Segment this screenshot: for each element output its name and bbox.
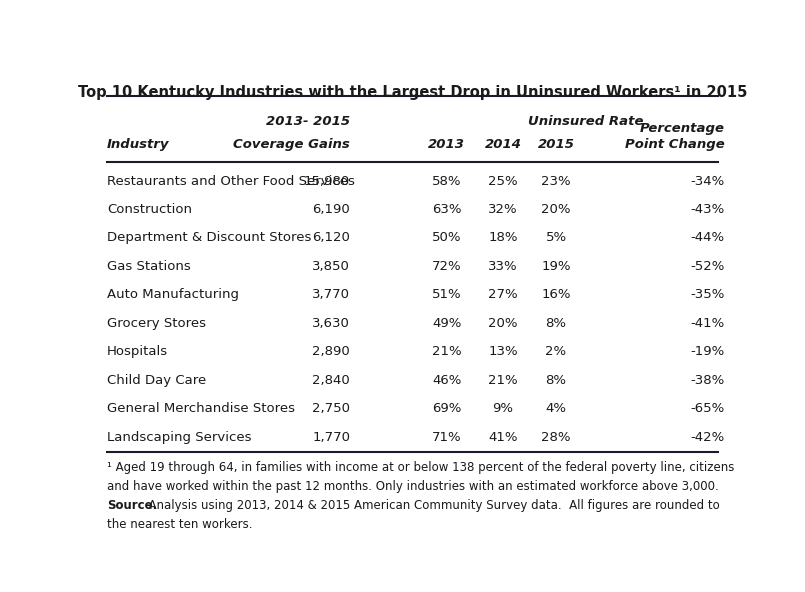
Text: 13%: 13% bbox=[488, 346, 518, 358]
Text: 20%: 20% bbox=[489, 317, 518, 330]
Text: 51%: 51% bbox=[432, 288, 462, 301]
Text: Industry: Industry bbox=[107, 138, 169, 151]
Text: Auto Manufacturing: Auto Manufacturing bbox=[107, 288, 239, 301]
Text: Coverage Gains: Coverage Gains bbox=[233, 138, 350, 151]
Text: 2,890: 2,890 bbox=[312, 346, 350, 358]
Text: 33%: 33% bbox=[488, 260, 518, 273]
Text: 2014: 2014 bbox=[485, 138, 522, 151]
Text: 16%: 16% bbox=[541, 288, 571, 301]
Text: 2013: 2013 bbox=[428, 138, 465, 151]
Text: 6,190: 6,190 bbox=[312, 203, 350, 216]
Text: -34%: -34% bbox=[690, 175, 724, 188]
Text: Grocery Stores: Grocery Stores bbox=[107, 317, 206, 330]
Text: 41%: 41% bbox=[489, 431, 518, 444]
Text: 3,850: 3,850 bbox=[312, 260, 350, 273]
Text: Landscaping Services: Landscaping Services bbox=[107, 431, 251, 444]
Text: 1,770: 1,770 bbox=[312, 431, 350, 444]
Text: -52%: -52% bbox=[690, 260, 724, 273]
Text: 19%: 19% bbox=[541, 260, 571, 273]
Text: and have worked within the past 12 months. Only industries with an estimated wor: and have worked within the past 12 month… bbox=[107, 480, 719, 493]
Text: Uninsured Rate: Uninsured Rate bbox=[528, 115, 643, 128]
Text: 2,750: 2,750 bbox=[312, 403, 350, 416]
Text: Hospitals: Hospitals bbox=[107, 346, 168, 358]
Text: the nearest ten workers.: the nearest ten workers. bbox=[107, 518, 252, 531]
Text: Percentage
Point Change: Percentage Point Change bbox=[625, 122, 724, 151]
Text: 2013- 2015: 2013- 2015 bbox=[266, 115, 350, 128]
Text: -35%: -35% bbox=[690, 288, 724, 301]
Text: 2015: 2015 bbox=[538, 138, 575, 151]
Text: Analysis using 2013, 2014 & 2015 American Community Survey data.  All figures ar: Analysis using 2013, 2014 & 2015 America… bbox=[141, 499, 720, 512]
Text: 2,840: 2,840 bbox=[312, 374, 350, 387]
Text: 25%: 25% bbox=[488, 175, 518, 188]
Text: -19%: -19% bbox=[690, 346, 724, 358]
Text: 15,980: 15,980 bbox=[304, 175, 350, 188]
Text: Restaurants and Other Food Services: Restaurants and Other Food Services bbox=[107, 175, 355, 188]
Text: Department & Discount Stores: Department & Discount Stores bbox=[107, 231, 312, 244]
Text: 72%: 72% bbox=[432, 260, 462, 273]
Text: 23%: 23% bbox=[541, 175, 571, 188]
Text: 27%: 27% bbox=[488, 288, 518, 301]
Text: -42%: -42% bbox=[690, 431, 724, 444]
Text: -41%: -41% bbox=[690, 317, 724, 330]
Text: -44%: -44% bbox=[691, 231, 724, 244]
Text: Source.: Source. bbox=[107, 499, 157, 512]
Text: 32%: 32% bbox=[488, 203, 518, 216]
Text: Gas Stations: Gas Stations bbox=[107, 260, 191, 273]
Text: 71%: 71% bbox=[432, 431, 462, 444]
Text: 8%: 8% bbox=[546, 317, 567, 330]
Text: 50%: 50% bbox=[432, 231, 461, 244]
Text: 3,630: 3,630 bbox=[312, 317, 350, 330]
Text: 6,120: 6,120 bbox=[312, 231, 350, 244]
Text: 49%: 49% bbox=[432, 317, 461, 330]
Text: -38%: -38% bbox=[690, 374, 724, 387]
Text: 5%: 5% bbox=[546, 231, 567, 244]
Text: 2%: 2% bbox=[546, 346, 567, 358]
Text: 21%: 21% bbox=[432, 346, 462, 358]
Text: 9%: 9% bbox=[493, 403, 514, 416]
Text: ¹ Aged 19 through 64, in families with income at or below 138 percent of the fed: ¹ Aged 19 through 64, in families with i… bbox=[107, 461, 734, 474]
Text: General Merchandise Stores: General Merchandise Stores bbox=[107, 403, 295, 416]
Text: 8%: 8% bbox=[546, 374, 567, 387]
Text: Top 10 Kentucky Industries with the Largest Drop in Uninsured Workers¹ in 2015: Top 10 Kentucky Industries with the Larg… bbox=[78, 85, 747, 99]
Text: 21%: 21% bbox=[488, 374, 518, 387]
Text: 46%: 46% bbox=[432, 374, 461, 387]
Text: Child Day Care: Child Day Care bbox=[107, 374, 206, 387]
Text: 18%: 18% bbox=[489, 231, 518, 244]
Text: 4%: 4% bbox=[546, 403, 567, 416]
Text: Construction: Construction bbox=[107, 203, 192, 216]
Text: 63%: 63% bbox=[432, 203, 461, 216]
Text: 69%: 69% bbox=[432, 403, 461, 416]
Text: 20%: 20% bbox=[541, 203, 571, 216]
Text: 58%: 58% bbox=[432, 175, 461, 188]
Text: 3,770: 3,770 bbox=[312, 288, 350, 301]
Text: -43%: -43% bbox=[690, 203, 724, 216]
Text: 28%: 28% bbox=[541, 431, 571, 444]
Text: -65%: -65% bbox=[690, 403, 724, 416]
